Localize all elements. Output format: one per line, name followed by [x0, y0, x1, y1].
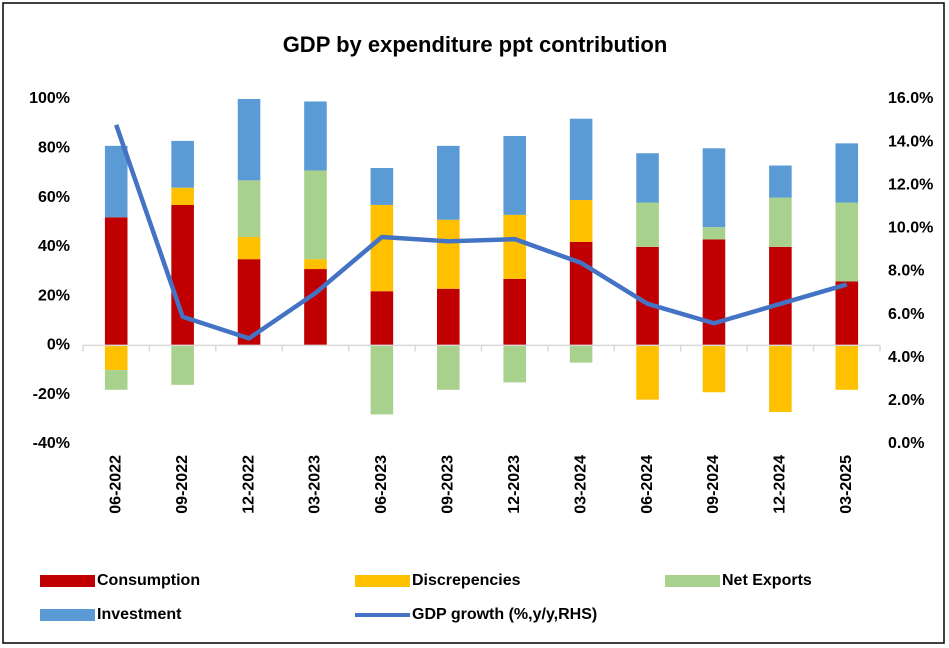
y-tick-label: 20%: [38, 287, 70, 304]
x-tick-label: 03-2023: [307, 455, 324, 514]
bar-segment: [370, 168, 394, 205]
bar-segment: [171, 187, 194, 205]
y2-tick-label: 6.0%: [888, 306, 924, 323]
bar-segment: [104, 145, 128, 218]
legend-swatch: [40, 609, 95, 621]
x-tick-label: 03-2025: [838, 455, 855, 514]
bar-segment: [237, 99, 261, 181]
bar-segment: [437, 345, 460, 390]
bar-segment: [437, 145, 460, 220]
y2-tick-label: 8.0%: [888, 263, 924, 280]
bar-segment: [835, 345, 859, 390]
bar-segment: [702, 148, 726, 228]
bar-segment: [835, 143, 859, 203]
bar-segment: [304, 101, 327, 171]
bar-segment: [569, 200, 593, 242]
x-tick-label: 06-2024: [639, 455, 656, 514]
line-series: [114, 124, 848, 341]
x-tick-label: 12-2022: [240, 455, 257, 514]
bar-segment: [104, 370, 128, 390]
bar-segment: [569, 241, 593, 346]
bar-segment: [370, 291, 394, 346]
legend-label: Consumption: [97, 572, 200, 589]
legend-label: Discrepencies: [412, 572, 521, 589]
legend-swatch: [40, 575, 95, 587]
bar-segment: [237, 180, 261, 237]
y-tick-label: 40%: [38, 238, 70, 255]
bar-segment: [503, 278, 526, 346]
y2-tick-label: 2.0%: [888, 392, 924, 409]
bar-segment: [171, 345, 194, 385]
y2-tick-label: 12.0%: [888, 176, 933, 193]
legend-label: GDP growth (%,y/y,RHS): [412, 606, 597, 623]
y2-tick-label: 16.0%: [888, 90, 933, 107]
bar-segment: [304, 269, 327, 346]
legend-swatch: [355, 575, 410, 587]
y-tick-label: 100%: [29, 90, 70, 107]
y2-tick-label: 14.0%: [888, 133, 933, 150]
bar-segment: [503, 345, 526, 383]
y2-tick-label: 4.0%: [888, 349, 924, 366]
legend-label: Investment: [97, 606, 182, 623]
bar-segment: [702, 345, 726, 393]
bar-segment: [835, 202, 859, 282]
y2-tick-label: 10.0%: [888, 220, 933, 237]
y-tick-label: -40%: [33, 435, 70, 452]
bar-segment: [569, 345, 593, 363]
bar-segment: [702, 239, 726, 346]
bar-segment: [304, 259, 327, 270]
bar-segment: [769, 246, 792, 346]
y-tick-label: -20%: [33, 386, 70, 403]
bar-segment: [104, 217, 128, 346]
bar-segment: [237, 259, 261, 346]
bar-segment: [237, 237, 261, 260]
bar-segment: [171, 204, 194, 346]
chart-title: GDP by expenditure ppt contribution: [283, 32, 668, 57]
x-tick-label: 12-2024: [772, 455, 789, 514]
x-tick-label: 09-2022: [174, 455, 191, 514]
y-tick-label: 80%: [38, 140, 70, 157]
bar-segment: [769, 165, 792, 198]
bar-segment: [503, 135, 526, 215]
bar-segment: [569, 118, 593, 201]
bar-segment: [437, 219, 460, 289]
bar-segment: [769, 345, 792, 412]
bar-segment: [304, 170, 327, 260]
bar-segment: [370, 204, 394, 292]
bar-segment: [171, 140, 194, 188]
bar-segment: [503, 214, 526, 279]
x-tick-label: 06-2022: [107, 455, 124, 514]
bar-segment: [769, 197, 792, 247]
x-tick-label: 09-2023: [440, 455, 457, 514]
bar-segment: [636, 153, 659, 203]
y2-tick-label: 0.0%: [888, 435, 924, 452]
bar-segment: [437, 288, 460, 346]
bar-segment: [636, 246, 659, 346]
bar-segment: [702, 227, 726, 240]
bar-segment: [835, 281, 859, 346]
bar-segment: [636, 345, 659, 400]
legend-swatch: [665, 575, 720, 587]
legend-label: Net Exports: [722, 572, 812, 589]
x-tick-label: 03-2024: [572, 455, 589, 514]
bar-segment: [104, 345, 128, 371]
x-tick-label: 06-2023: [373, 455, 390, 514]
x-tick-label: 12-2023: [506, 455, 523, 514]
x-tick-label: 09-2024: [705, 455, 722, 514]
bar-segment: [370, 345, 394, 415]
y-tick-label: 60%: [38, 189, 70, 206]
bar-segment: [636, 202, 659, 247]
y-tick-label: 0%: [47, 337, 70, 354]
